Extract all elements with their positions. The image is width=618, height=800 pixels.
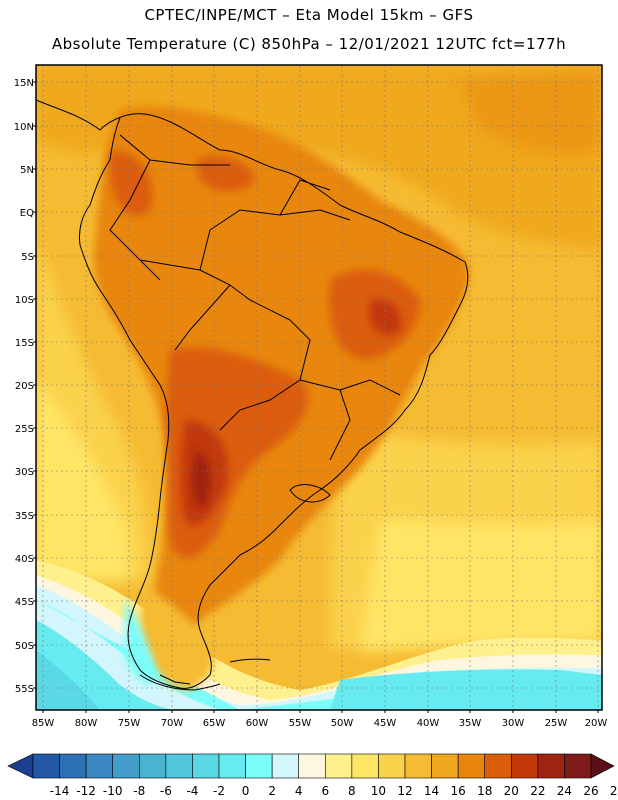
colorbar-swatch <box>324 753 353 779</box>
colorbar-swatch <box>112 753 140 779</box>
colorbar-swatch <box>351 753 379 779</box>
plot-frame <box>35 64 603 711</box>
colorbar-tick-label: 0 <box>242 784 250 798</box>
colorbar-tick-label: -2 <box>213 784 225 798</box>
lon-label: 70W <box>161 718 184 729</box>
colorbar-tick-label: -4 <box>186 784 198 798</box>
colorbar-tick-label: 26 <box>583 784 598 798</box>
colorbar-swatch <box>484 753 512 779</box>
lat-label: 25S <box>15 424 34 435</box>
lat-label: 45S <box>15 597 34 608</box>
lon-label: 30W <box>502 718 525 729</box>
colorbar-swatch <box>59 753 87 779</box>
colorbar-swatch <box>298 753 326 779</box>
lat-label: 30S <box>15 467 34 478</box>
lat-label: 10S <box>15 295 34 306</box>
colorbar-tick-label: 4 <box>295 784 303 798</box>
colorbar-swatch <box>192 753 220 779</box>
colorbar-tick-label: -12 <box>76 784 96 798</box>
lon-label: 65W <box>203 718 226 729</box>
colorbar-tick-label: 8 <box>348 784 356 798</box>
lon-label: 40W <box>417 718 440 729</box>
lat-label: 5N <box>20 165 34 176</box>
lat-label: 40S <box>15 554 34 565</box>
colorbar-tick-label: 2 <box>268 784 276 798</box>
map-title: CPTEC/INPE/MCT – Eta Model 15km – GFS <box>144 6 474 24</box>
colorbar-swatch <box>431 753 459 779</box>
lat-label: 10N <box>14 122 34 133</box>
colorbar-swatch <box>564 753 592 779</box>
colorbar-tick-label: 22 <box>530 784 545 798</box>
colorbar-tick-label: -10 <box>103 784 123 798</box>
colorbar-swatch <box>218 753 246 779</box>
colorbar: -14 -12 -10 -8 -6 -4 -2 0 2 4 6 8 10 12 14 16 18 20 22 24 26… <box>7 753 618 798</box>
colorbar-swatch <box>271 753 300 779</box>
lat-label: 5S <box>21 252 34 263</box>
lat-label: EQ <box>20 208 34 219</box>
temperature-field <box>36 65 602 710</box>
colorbar-low-arrow <box>7 753 34 779</box>
colorbar-tick-label: -14 <box>50 784 70 798</box>
colorbar-tick-label: 10 <box>371 784 386 798</box>
lon-label: 25W <box>545 718 568 729</box>
coastlines <box>35 99 469 691</box>
lon-label: 50W <box>331 718 354 729</box>
lat-label: 35S <box>15 511 34 522</box>
colorbar-tick-label: 6 <box>321 784 329 798</box>
colorbar-high-arrow <box>590 753 615 779</box>
colorbar-swatch <box>85 753 114 779</box>
map-subtitle: Absolute Temperature (C) 850hPa – 12/01/… <box>51 35 567 53</box>
colorbar-swatch <box>245 753 273 779</box>
colorbar-swatch <box>32 753 60 779</box>
longitude-labels: 85W 80W 75W 70W 65W 60W 55W 50W 45W 40W … <box>32 718 608 729</box>
lon-label: 45W <box>374 718 397 729</box>
lon-label: 85W <box>32 718 55 729</box>
lat-label: 55S <box>15 684 34 695</box>
lon-label: 55W <box>289 718 312 729</box>
colorbar-swatch <box>138 753 167 779</box>
colorbar-swatch <box>378 753 406 779</box>
colorbar-tick-label: -8 <box>133 784 145 798</box>
colorbar-swatch <box>404 753 432 779</box>
lon-label: 60W <box>246 718 269 729</box>
colorbar-tick-label: 24 <box>557 784 572 798</box>
lon-label: 35W <box>459 718 482 729</box>
colorbar-swatch <box>537 753 565 779</box>
colorbar-tick-label: -6 <box>160 784 172 798</box>
colorbar-tick-label: 20 <box>504 784 519 798</box>
lat-label: 20S <box>15 381 34 392</box>
lon-label: 80W <box>75 718 98 729</box>
lat-label: 15N <box>14 78 34 89</box>
colorbar-tick-label: 28 <box>610 784 618 798</box>
colorbar-tick-label: 14 <box>424 784 439 798</box>
colorbar-tick-label: 18 <box>477 784 492 798</box>
latitude-labels: 15N 10N 5N EQ 5S 10S 15S 20S 25S 30S 35S… <box>14 78 34 695</box>
lon-label: 75W <box>118 718 141 729</box>
lat-label: 15S <box>15 338 34 349</box>
colorbar-swatch <box>510 753 539 779</box>
colorbar-swatch <box>165 753 193 779</box>
lon-label: 20W <box>585 718 608 729</box>
colorbar-tick-label: 12 <box>397 784 412 798</box>
tick-marks <box>33 81 599 713</box>
colorbar-tick-label: 16 <box>451 784 466 798</box>
colorbar-swatch <box>457 753 486 779</box>
lat-label: 50S <box>15 641 34 652</box>
